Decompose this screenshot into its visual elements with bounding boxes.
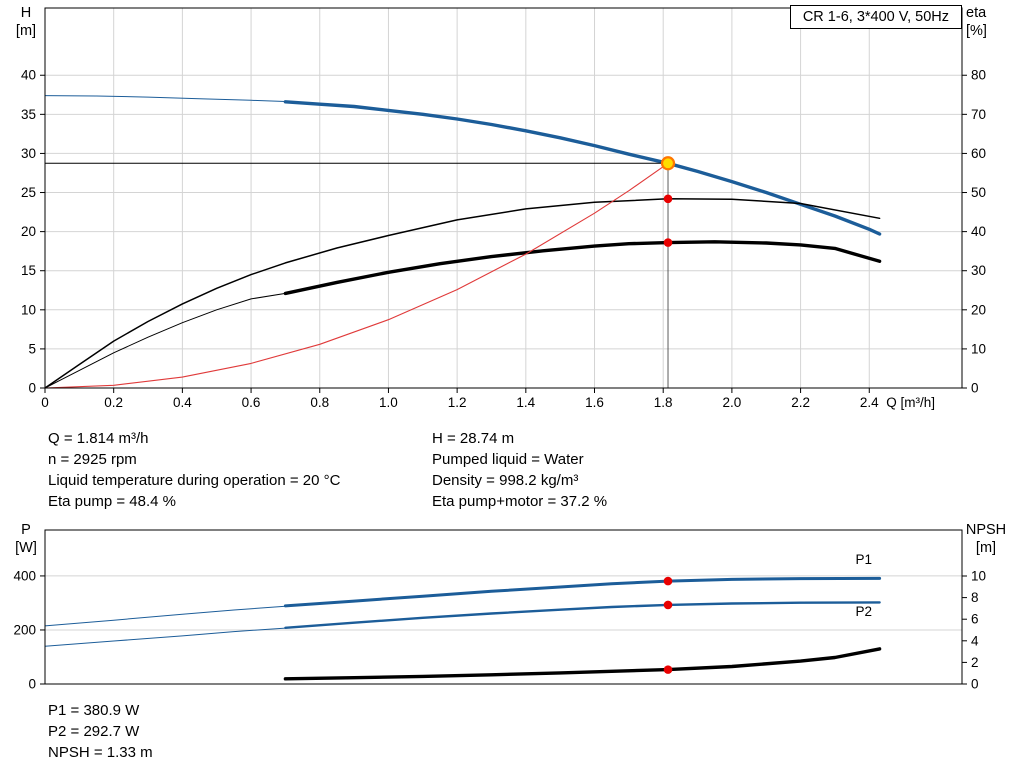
series-p2-lead-in [44,627,286,647]
svg-text:2.4: 2.4 [860,395,879,410]
series-eta-pump-motor-curve [283,240,882,296]
p2-value-line: P2 = 292.7 W [48,723,140,740]
svg-text:0: 0 [28,381,36,396]
svg-text:0: 0 [28,677,36,692]
svg-text:20: 20 [21,224,36,239]
svg-text:25: 25 [21,185,36,200]
svg-text:70: 70 [971,107,986,122]
eta-motor-point [663,238,673,247]
duty-results-left-column: Q = 1.814 m³/h n = 2925 rpm Liquid tempe… [48,428,340,512]
npsh-point [663,665,673,674]
svg-text:1.4: 1.4 [516,395,535,410]
series-hq-curve [283,100,882,236]
svg-text:1.0: 1.0 [379,395,398,410]
svg-text:1.8: 1.8 [654,395,673,410]
power-axis-label: P [W] [8,522,44,557]
svg-text:P1: P1 [856,552,873,567]
p1-point [663,576,673,586]
svg-text:20: 20 [971,302,986,317]
power-results-column: P1 = 380.9 W P2 = 292.7 W NPSH = 1.33 m [48,700,153,763]
series-hq-lead-in [44,95,293,103]
head-axis-symbol: H [20,5,32,21]
eta-pump-point [663,194,673,204]
svg-text:0: 0 [971,677,979,692]
svg-text:2: 2 [971,655,979,670]
svg-text:30: 30 [971,263,986,278]
svg-text:0: 0 [971,381,979,396]
svg-text:P2: P2 [856,604,873,619]
head-axis-label: H [m] [8,5,44,40]
duty-results-right-column: H = 28.74 m Pumped liquid = Water Densit… [432,428,607,512]
plot-frame [44,529,963,685]
svg-text:Q [m³/h]: Q [m³/h] [886,395,935,410]
npsh-value-line: NPSH = 1.33 m [48,744,153,761]
p1-value-line: P1 = 380.9 W [48,702,140,719]
density-line: Density = 998.2 kg/m³ [432,472,579,489]
svg-text:0.8: 0.8 [310,395,329,410]
flow-value-line: Q = 1.814 m³/h [48,430,149,447]
series-eta-pump-motor-lead-in [44,292,286,389]
svg-text:15: 15 [21,263,36,278]
svg-text:0.6: 0.6 [242,395,261,410]
power-axis-unit: [W] [15,539,37,556]
svg-text:10: 10 [21,302,36,317]
svg-text:1.6: 1.6 [585,395,604,410]
eta-axis-unit: [%] [966,22,987,39]
svg-text:400: 400 [13,568,36,583]
svg-text:4: 4 [971,633,979,648]
svg-text:60: 60 [971,146,986,161]
p2-point [663,600,673,610]
head-value-line: H = 28.74 m [432,430,515,447]
svg-text:0.2: 0.2 [104,395,123,410]
series-eta-pump-curve [44,198,881,389]
duty-point [660,156,676,171]
svg-text:8: 8 [971,590,979,605]
power-axis-symbol: P [21,522,31,538]
speed-value-line: n = 2925 rpm [48,451,137,468]
pumped-liquid-line: Pumped liquid = Water [432,451,584,468]
series-npsh-curve [283,647,882,681]
npsh-axis-symbol: NPSH [965,522,1007,538]
eta-axis-symbol: eta [966,5,987,21]
svg-text:10: 10 [971,569,986,584]
series-p2-curve [284,601,881,629]
pump-model-box: CR 1-6, 3*400 V, 50Hz [789,5,962,29]
svg-text:2.0: 2.0 [723,395,742,410]
npsh-axis-unit: [m] [975,539,997,556]
svg-text:50: 50 [971,185,986,200]
power-npsh-chart: 0 200 400 0 2 4 6 8 10 P1 P2 [13,529,986,692]
svg-text:40: 40 [971,224,986,239]
eta-pump-line: Eta pump = 48.4 % [48,493,176,510]
svg-text:6: 6 [971,612,979,627]
eta-axis-label: eta [%] [966,5,1018,40]
series-system-curve [44,162,669,389]
svg-text:35: 35 [21,107,36,122]
svg-text:5: 5 [28,341,36,356]
series-p1-lead-in [44,605,286,627]
svg-text:30: 30 [21,146,36,161]
svg-text:0: 0 [41,395,49,410]
head-axis-unit: [m] [15,22,37,39]
svg-text:80: 80 [971,68,986,83]
svg-text:200: 200 [13,622,36,637]
plot-frame [44,7,963,389]
svg-text:2.2: 2.2 [791,395,810,410]
head-flow-chart: 0 0.2 0.4 0.6 0.8 1.0 1.2 1.4 1.6 1.8 2.0 2.2 2.4 Q [… [21,7,986,410]
eta-pump-motor-line: Eta pump+motor = 37.2 % [432,493,608,510]
npsh-axis-label: NPSH [m] [960,522,1012,557]
series-p1-curve [283,576,882,608]
svg-text:1.2: 1.2 [448,395,467,410]
liquid-temperature-line: Liquid temperature during operation = 20… [48,472,341,489]
svg-text:10: 10 [971,341,986,356]
svg-text:40: 40 [21,68,36,83]
pump-model-text: CR 1-6, 3*400 V, 50Hz [802,9,949,25]
svg-text:0.4: 0.4 [173,395,192,410]
